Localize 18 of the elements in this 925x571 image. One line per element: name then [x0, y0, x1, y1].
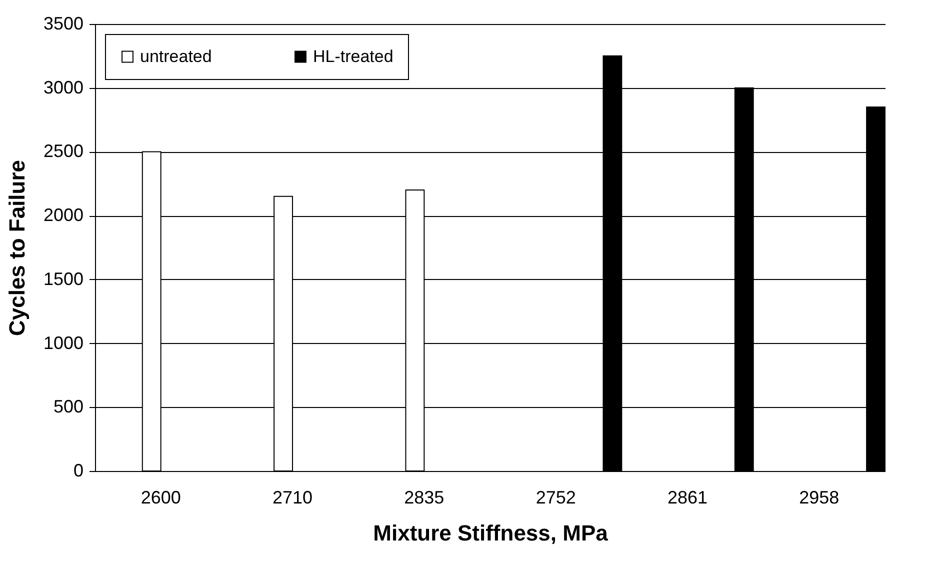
x-tick-label: 2958: [799, 488, 840, 508]
x-tick-label: 2861: [667, 488, 708, 508]
y-tick-label: 1000: [43, 332, 84, 353]
x-tick-label: 2752: [536, 488, 576, 508]
y-tick-label: 3500: [43, 14, 84, 34]
y-tick-label: 0: [73, 460, 84, 480]
x-axis-title: Mixture Stiffness, MPa: [373, 520, 609, 546]
y-tick-label: 2000: [43, 205, 84, 226]
y-tick-label: 3000: [43, 77, 84, 98]
x-tick-label: 2835: [404, 488, 444, 508]
x-tick-label: 2710: [272, 488, 313, 508]
y-tick-label: 500: [53, 396, 84, 417]
y-tick-label: 2500: [43, 141, 84, 162]
legend-label: untreated: [140, 46, 212, 66]
legend-label: HL-treated: [313, 46, 394, 66]
x-tick-label: 2600: [140, 488, 181, 508]
y-axis-title: Cycles to Failure: [4, 160, 30, 336]
y-tick-label: 1500: [43, 268, 84, 289]
